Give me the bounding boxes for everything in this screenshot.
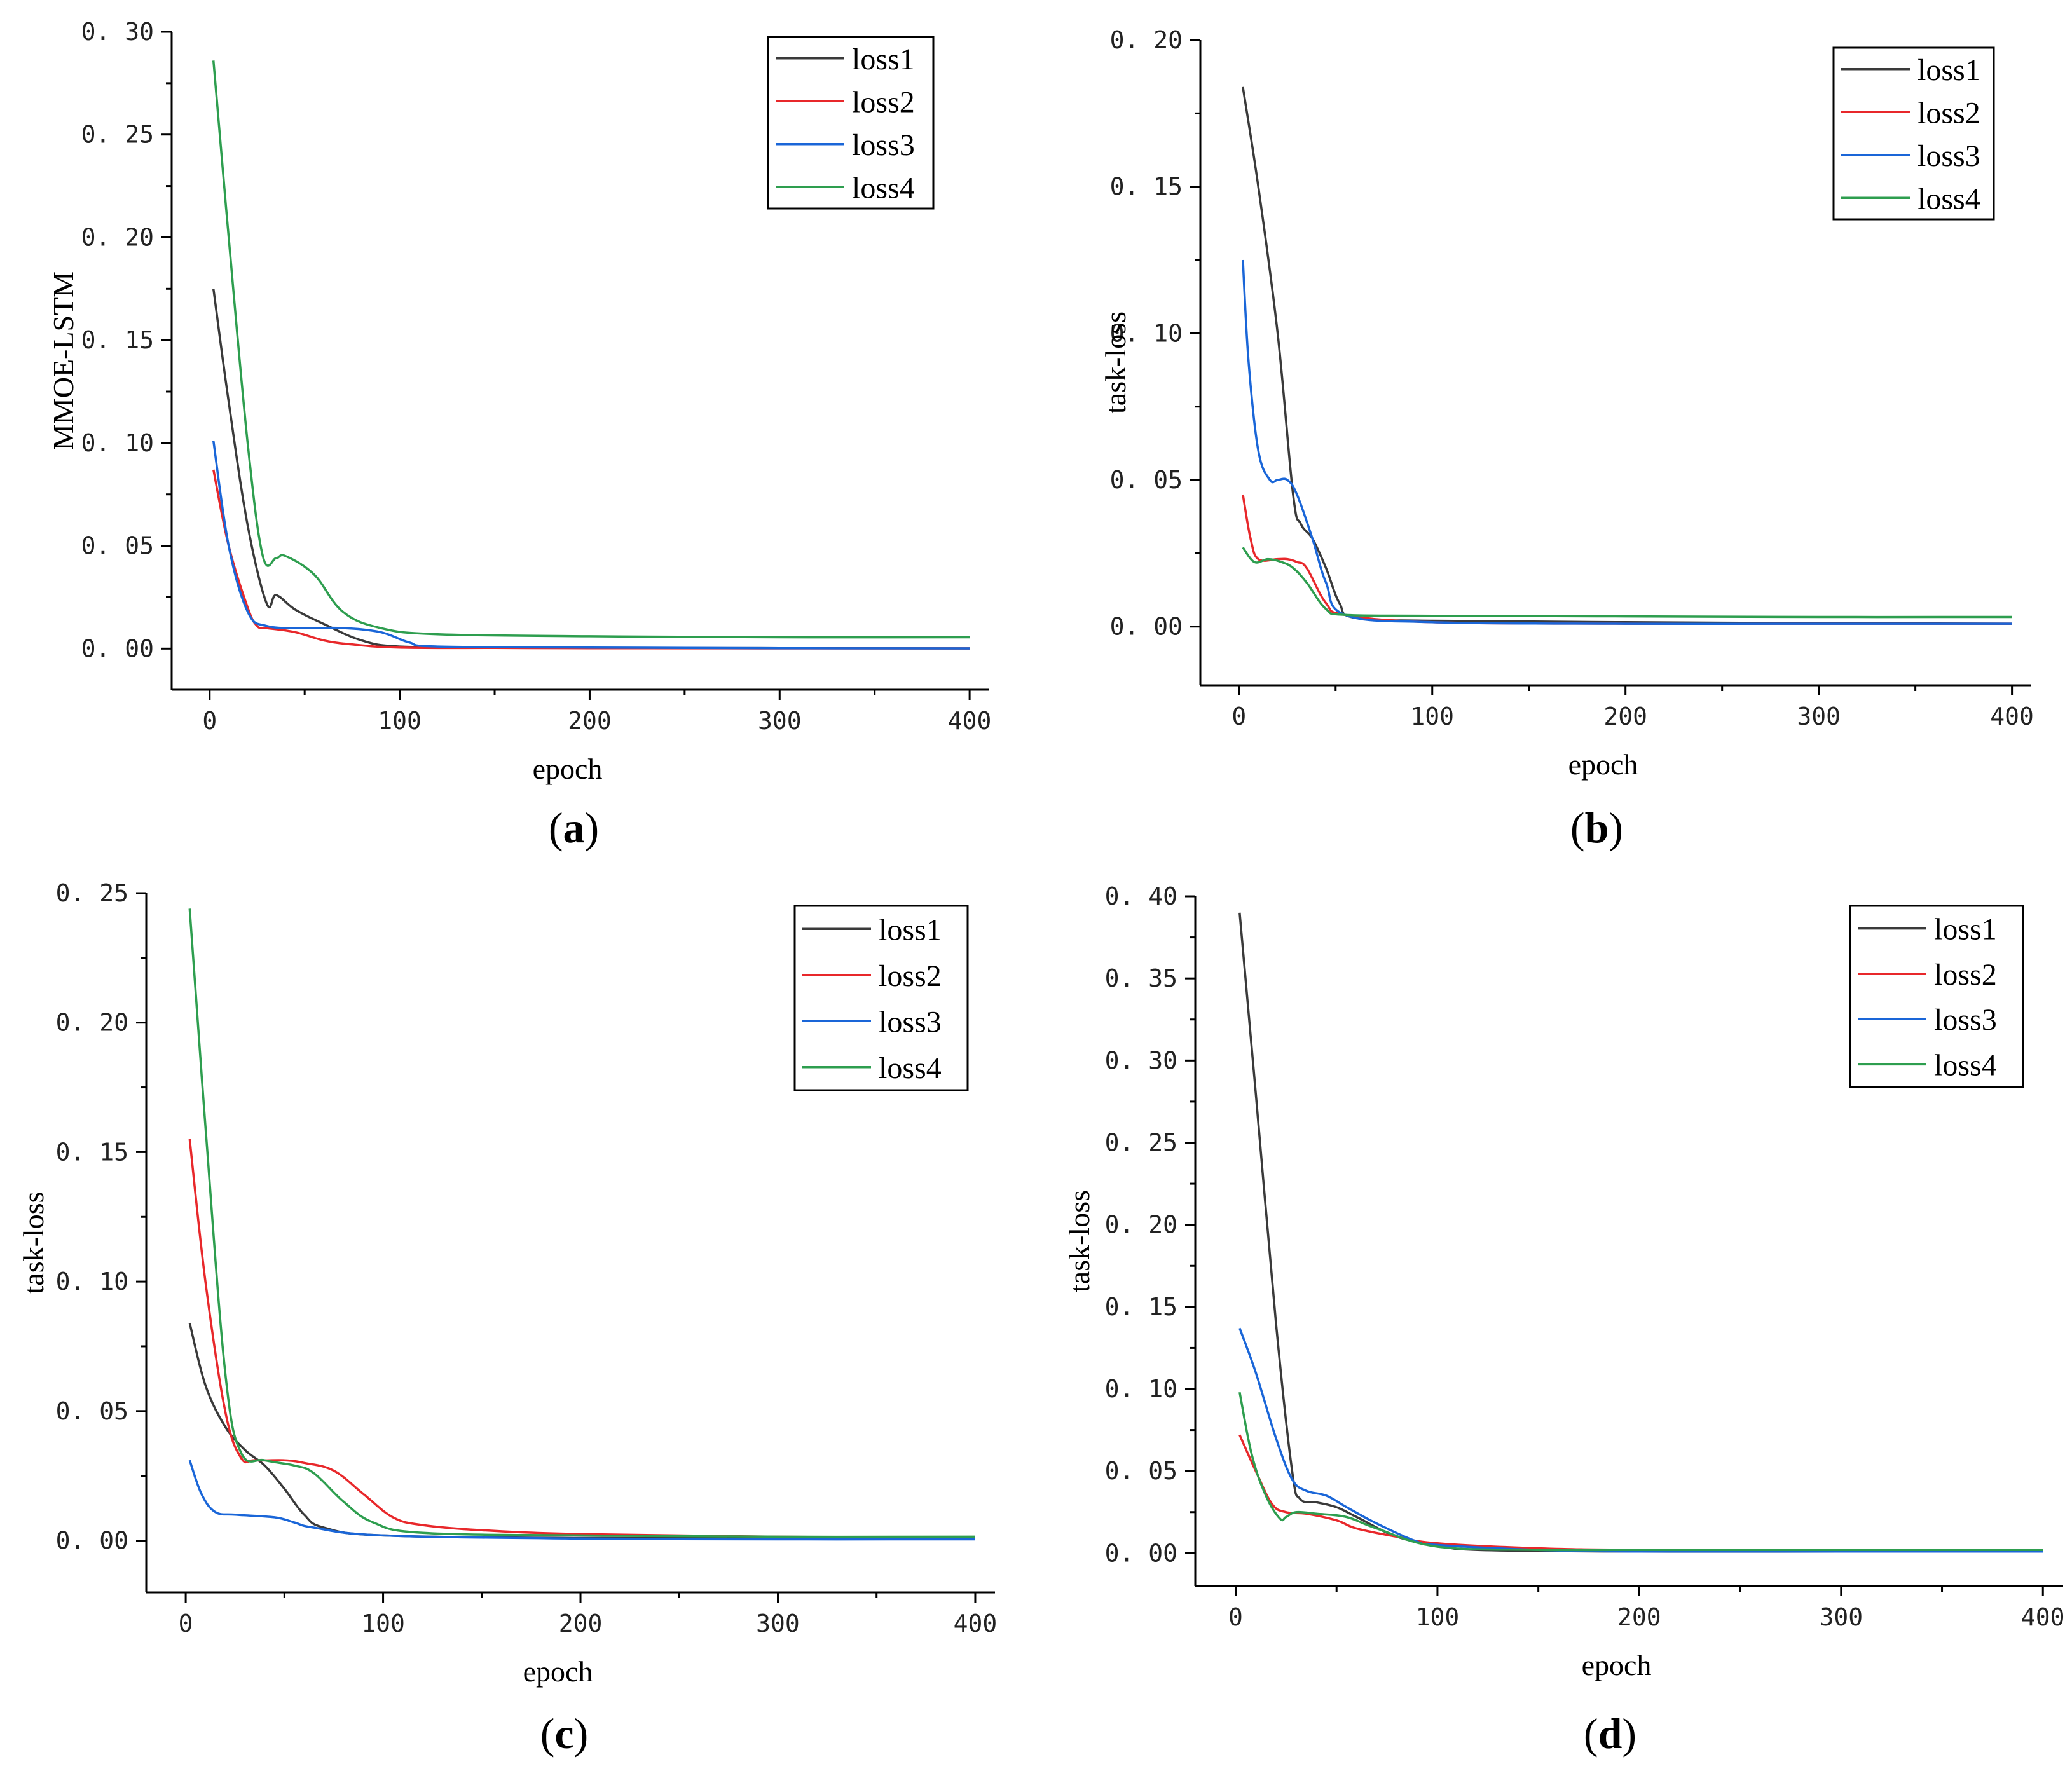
y-tick-label: 0. 15	[56, 1138, 128, 1166]
y-tick-label: 0. 00	[81, 634, 154, 662]
y-tick-label: 0. 20	[56, 1009, 128, 1037]
y-tick-label: 0. 00	[1110, 613, 1183, 641]
series-line-loss4	[1238, 1392, 2043, 1552]
panel-caption: (a)	[549, 804, 599, 852]
x-tick-label: 400	[948, 707, 992, 735]
chart-panel-b: 0 100 200 300 400 0. 00 0. 05 0. 10 0. 15 0. 20 ep…	[1099, 26, 2034, 852]
legend-label-loss1: loss1	[852, 43, 915, 76]
x-tick-label: 200	[568, 707, 612, 735]
x-tick-label: 0	[179, 1610, 193, 1638]
y-axis-title: task-loss	[1099, 311, 1132, 414]
legend-box	[1849, 905, 2024, 1088]
y-tick-label: 0. 30	[81, 18, 154, 46]
y-tick-label: 0. 25	[56, 879, 128, 907]
legend-label-loss4: loss4	[1934, 1048, 1997, 1082]
y-axis-title: task-loss	[17, 1192, 50, 1294]
y-tick-label: 0. 05	[1105, 1457, 1177, 1485]
y-axis-title: task-loss	[1063, 1190, 1095, 1292]
x-tick-label: 200	[1603, 702, 1647, 730]
chart-panel-a: 0 100 200 300 400 0. 00 0. 05 0. 10 0. 15 0. 20 0.…	[47, 18, 991, 852]
legend-box	[767, 36, 935, 210]
legend: loss1 loss2 loss3 loss4	[793, 905, 969, 1091]
legend: loss1 loss2 loss3 loss4	[767, 36, 935, 210]
legend-label-loss3: loss3	[1934, 1003, 1997, 1037]
y-tick-label: 0. 05	[81, 532, 154, 560]
series-line-loss4	[1242, 547, 2012, 619]
y-tick-label: 0. 00	[56, 1527, 128, 1555]
y-tick-label: 0. 25	[81, 121, 154, 149]
x-tick-label: 200	[559, 1610, 603, 1638]
y-tick-label: 0. 20	[1105, 1211, 1177, 1239]
y-tick-label: 0. 20	[1110, 26, 1183, 54]
x-axis-title: epoch	[533, 753, 603, 785]
legend-label-loss3: loss3	[852, 128, 915, 162]
x-tick-label: 0	[1228, 1603, 1243, 1631]
legend-box	[793, 905, 969, 1091]
y-tick-label: 0. 10	[81, 429, 154, 457]
y-tick-label: 0. 15	[1110, 173, 1183, 201]
x-tick-label: 400	[2021, 1603, 2065, 1631]
x-axis-title: epoch	[1568, 748, 1638, 781]
x-tick-label: 200	[1617, 1603, 1661, 1631]
x-tick-label: 300	[1797, 702, 1841, 730]
y-tick-label: 0. 30	[1105, 1046, 1177, 1074]
x-tick-label: 300	[756, 1610, 800, 1638]
panel-caption: (c)	[540, 1709, 589, 1758]
x-tick-label: 400	[1990, 702, 2034, 730]
x-axis-title: epoch	[523, 1655, 593, 1688]
series-line-loss3	[188, 1460, 976, 1541]
panel-caption: (d)	[1584, 1709, 1636, 1758]
x-tick-label: 400	[954, 1610, 998, 1638]
series-line-loss3	[1242, 259, 2012, 626]
y-tick-label: 0. 20	[81, 223, 154, 251]
x-tick-label: 300	[1819, 1603, 1863, 1631]
x-tick-label: 100	[1410, 702, 1454, 730]
x-tick-label: 100	[378, 707, 422, 735]
legend-label-loss4: loss4	[879, 1051, 942, 1085]
legend-label-loss3: loss3	[879, 1005, 942, 1039]
panel-caption: (b)	[1570, 804, 1623, 852]
y-tick-label: 0. 10	[56, 1268, 128, 1296]
legend: loss1 loss2 loss3 loss4	[1849, 905, 2024, 1088]
y-axis-title: MMOE-LSTM	[47, 271, 79, 450]
legend-label-loss3: loss3	[1918, 139, 1980, 173]
legend-label-loss1: loss1	[1934, 913, 1997, 947]
y-tick-label: 0. 00	[1105, 1539, 1177, 1567]
y-tick-label: 0. 10	[1105, 1375, 1177, 1403]
y-tick-label: 0. 25	[1105, 1129, 1177, 1157]
y-tick-label: 0. 10	[1110, 319, 1183, 347]
series-line-loss3	[212, 441, 970, 650]
series-line-loss1	[188, 1322, 976, 1540]
legend-label-loss4: loss4	[1918, 182, 1980, 215]
legend-label-loss4: loss4	[852, 171, 915, 205]
legend-label-loss1: loss1	[1918, 53, 1980, 87]
y-tick-label: 0. 15	[1105, 1293, 1177, 1321]
y-tick-label: 0. 35	[1105, 964, 1177, 992]
legend-label-loss2: loss2	[879, 959, 942, 993]
y-tick-label: 0. 15	[81, 326, 154, 354]
series-line-loss4	[212, 60, 970, 639]
chart-panel-d: 0 100 200 300 400 0. 00 0. 05 0. 10 0. 15 0. 20 0.…	[1063, 882, 2065, 1758]
x-tick-label: 100	[1416, 1603, 1460, 1631]
x-tick-label: 300	[758, 707, 802, 735]
legend-label-loss2: loss2	[1934, 958, 1997, 992]
legend-box	[1832, 46, 1995, 221]
y-tick-label: 0. 05	[56, 1397, 128, 1425]
y-tick-label: 0. 05	[1110, 466, 1183, 494]
chart-panel-c: 0 100 200 300 400 0. 00 0. 05 0. 10 0. 15 0. 20 0.…	[17, 879, 997, 1758]
x-tick-label: 100	[361, 1610, 405, 1638]
series-line-loss3	[1238, 1327, 2043, 1553]
series-line-loss4	[188, 908, 976, 1538]
legend: loss1 loss2 loss3 loss4	[1832, 46, 1995, 221]
legend-label-loss2: loss2	[1918, 96, 1980, 130]
legend-label-loss2: loss2	[852, 85, 915, 119]
x-axis-title: epoch	[1582, 1649, 1652, 1681]
x-tick-label: 0	[1232, 702, 1246, 730]
legend-label-loss1: loss1	[879, 913, 942, 947]
x-tick-label: 0	[202, 707, 217, 735]
y-tick-label: 0. 40	[1105, 882, 1177, 910]
